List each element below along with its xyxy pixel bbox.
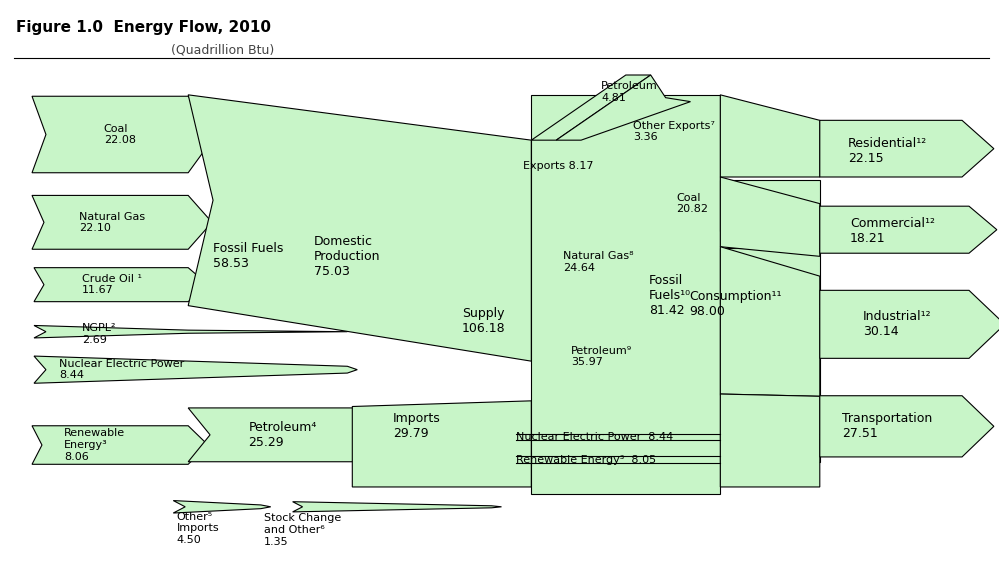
Polygon shape: [719, 177, 819, 256]
Polygon shape: [819, 206, 996, 253]
Text: Commercial¹²
18.21: Commercial¹² 18.21: [849, 217, 934, 245]
Text: Domestic
Production
75.03: Domestic Production 75.03: [314, 235, 380, 278]
Polygon shape: [293, 502, 501, 512]
Polygon shape: [188, 95, 531, 361]
Text: Natural Gas⁸
24.64: Natural Gas⁸ 24.64: [562, 251, 633, 273]
Text: Stock Change
and Other⁶
1.35: Stock Change and Other⁶ 1.35: [264, 513, 341, 547]
Polygon shape: [173, 501, 271, 513]
Polygon shape: [719, 394, 819, 487]
Text: (Quadrillion Btu): (Quadrillion Btu): [171, 44, 275, 57]
Polygon shape: [531, 75, 650, 140]
Text: Petroleum⁴
25.29: Petroleum⁴ 25.29: [248, 421, 317, 449]
Polygon shape: [719, 248, 819, 304]
Polygon shape: [188, 408, 377, 462]
Polygon shape: [819, 396, 993, 457]
Polygon shape: [32, 96, 215, 172]
Polygon shape: [719, 180, 819, 231]
Text: Nuclear Electric Power
8.44: Nuclear Electric Power 8.44: [59, 359, 184, 381]
Polygon shape: [556, 75, 689, 140]
Text: Supply
106.18: Supply 106.18: [461, 308, 505, 335]
Polygon shape: [34, 325, 347, 338]
Polygon shape: [819, 120, 993, 177]
Text: NGPL²
2.69: NGPL² 2.69: [82, 323, 116, 345]
Text: Imports
29.79: Imports 29.79: [393, 412, 441, 440]
Text: Figure 1.0  Energy Flow, 2010: Figure 1.0 Energy Flow, 2010: [16, 20, 271, 35]
Polygon shape: [32, 426, 207, 464]
Text: Fossil
Fuels¹⁰
81.42: Fossil Fuels¹⁰ 81.42: [648, 274, 690, 317]
Text: Coal
20.82: Coal 20.82: [676, 193, 707, 214]
Polygon shape: [819, 290, 1002, 358]
Text: Coal
22.08: Coal 22.08: [103, 124, 135, 145]
Text: Petroleum
4.81: Petroleum 4.81: [600, 81, 657, 103]
Polygon shape: [34, 268, 207, 302]
Polygon shape: [719, 247, 819, 396]
Polygon shape: [531, 95, 719, 494]
Text: Consumption¹¹
98.00: Consumption¹¹ 98.00: [688, 290, 781, 319]
Polygon shape: [352, 401, 531, 487]
Text: Other Exports⁷
3.36: Other Exports⁷ 3.36: [632, 121, 714, 143]
Polygon shape: [719, 95, 819, 177]
Text: Renewable Energy³  8.05: Renewable Energy³ 8.05: [516, 455, 656, 465]
Text: Petroleum⁹
35.97: Petroleum⁹ 35.97: [570, 346, 631, 367]
Polygon shape: [719, 434, 819, 439]
Text: Fossil Fuels
58.53: Fossil Fuels 58.53: [212, 242, 283, 270]
Text: Other⁵
Imports
4.50: Other⁵ Imports 4.50: [176, 512, 219, 545]
Polygon shape: [719, 319, 819, 395]
Polygon shape: [719, 457, 819, 462]
Text: Renewable
Energy³
8.06: Renewable Energy³ 8.06: [64, 428, 125, 462]
Text: Industrial¹²
30.14: Industrial¹² 30.14: [862, 310, 931, 338]
Text: Nuclear Electric Power  8.44: Nuclear Electric Power 8.44: [516, 431, 673, 442]
Text: Crude Oil ¹
11.67: Crude Oil ¹ 11.67: [82, 274, 141, 296]
Text: Exports 8.17: Exports 8.17: [523, 160, 593, 171]
Text: Natural Gas
22.10: Natural Gas 22.10: [79, 212, 144, 233]
Text: Transportation
27.51: Transportation 27.51: [842, 412, 932, 440]
Polygon shape: [34, 356, 357, 384]
Text: Residential¹²
22.15: Residential¹² 22.15: [847, 137, 926, 166]
Polygon shape: [32, 196, 211, 249]
